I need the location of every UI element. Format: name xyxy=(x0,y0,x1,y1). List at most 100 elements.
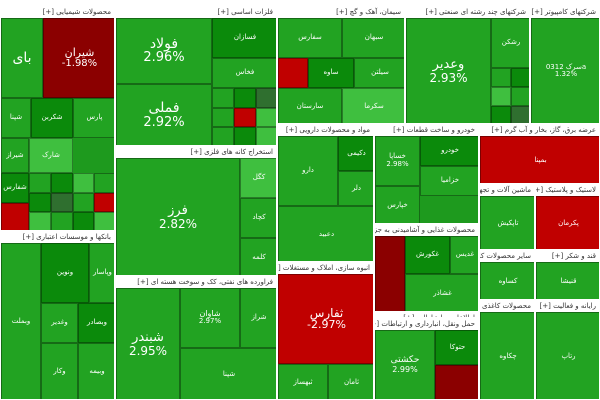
sector-block[interactable]: شرکتهای چند رشته ای صنعتی [+] وعدیر 2.93% ر… xyxy=(405,6,530,124)
sector-block[interactable]: حمل ونقل، انبارداری و ارتباطات [+] حکشتی 2… xyxy=(374,318,479,400)
stock-tile[interactable]: غکورش xyxy=(405,236,450,274)
stock-tile[interactable]: خزامیا xyxy=(420,166,478,196)
stock-cell[interactable] xyxy=(234,88,256,108)
stock-tile[interactable]: حکشتی 2.99% xyxy=(375,330,435,399)
stock-cell[interactable] xyxy=(72,192,95,213)
stock-tile[interactable]: سیلتن xyxy=(354,58,404,88)
sector-block[interactable]: فراورده های نفتی، کک و سوخت هسته ای [+] ش… xyxy=(115,276,277,400)
sector-block[interactable]: ماشین آلات و تجهیزات [+] تاپکیش xyxy=(479,184,535,250)
sector-header[interactable]: اطلاعات و ارتباطات [+] xyxy=(375,313,478,317)
sector-header[interactable]: بانکها و موسسات اعتباری [+] xyxy=(1,232,114,243)
stock-cell[interactable] xyxy=(212,127,234,145)
sector-block[interactable]: خودرو و ساخت قطعات [+] خساپا 2.98% خودرو خزا… xyxy=(374,124,479,224)
stock-tile[interactable]: کچاد xyxy=(240,198,276,238)
stock-cell[interactable] xyxy=(29,173,51,193)
stock-tile[interactable]: شارک xyxy=(29,138,73,173)
stock-tile[interactable]: بمپنا xyxy=(480,136,599,183)
stock-cell[interactable] xyxy=(491,68,511,87)
stock-cell[interactable] xyxy=(29,212,51,230)
sector-block[interactable]: انبوه سازی، املاک و مستغلات [+] ثفارس -2.9… xyxy=(277,262,374,400)
sector-header[interactable]: قند و شکر [+] xyxy=(536,251,599,262)
stock-tile[interactable]: وغدیر xyxy=(41,303,78,343)
stock-tile[interactable]: دلر xyxy=(338,171,373,206)
stock-tile[interactable]: رشکن xyxy=(491,18,529,68)
stock-tile[interactable]: دعبید xyxy=(278,206,373,261)
stock-cell[interactable] xyxy=(29,192,51,213)
stock-tile[interactable]: شبندر 2.95% xyxy=(116,288,180,399)
stock-tile[interactable]: سبهان xyxy=(342,18,404,58)
stock-tile[interactable]: شیراز xyxy=(1,138,29,173)
sector-block[interactable]: فلزات اساسی [+] فولاد 2.96% فملی 2.92% فسازان… xyxy=(115,6,277,146)
stock-cell[interactable] xyxy=(94,192,114,213)
stock-tile[interactable] xyxy=(435,365,478,399)
sector-header[interactable]: محصولات غذایی و آشامیدنی به جز قند و شکر… xyxy=(375,225,478,236)
sector-header[interactable]: رایانه و فعالیت [+] xyxy=(536,301,599,312)
stock-tile[interactable]: رتاپ xyxy=(536,312,599,399)
stock-tile[interactable]: کگل xyxy=(240,158,276,198)
stock-cell[interactable] xyxy=(256,107,276,128)
sector-block[interactable]: محصولات غذایی و آشامیدنی به جز قند و شکر… xyxy=(374,224,479,312)
stock-tile[interactable]: وعدیر 2.93% xyxy=(406,18,491,123)
sector-block[interactable]: محصولات کاغذی [+] چکاوه xyxy=(479,300,535,400)
sector-header[interactable]: سایر محصولات کانی غیرفلزی [+] xyxy=(480,251,534,262)
stock-tile[interactable]: خپارس xyxy=(375,186,420,223)
stock-tile[interactable]: کلمه xyxy=(240,238,276,275)
stock-tile[interactable]: وبیمه xyxy=(78,343,114,399)
stock-tile[interactable]: فولاد 2.96% xyxy=(116,18,212,84)
stock-tile[interactable]: دارو xyxy=(278,136,338,206)
sector-header[interactable]: عرضه برق، گاز، بخار و آب گرم [+] xyxy=(480,125,599,136)
stock-tile[interactable]: ونوین xyxy=(41,243,89,303)
sector-header[interactable]: استخراج کانه های فلزی [+] xyxy=(116,147,276,158)
stock-tile[interactable]: وبصادر xyxy=(78,303,114,343)
sector-block[interactable]: رایانه و فعالیت [+] رتاپ xyxy=(535,300,600,400)
sector-header[interactable]: شرکتهای کامپیوتر [+] xyxy=(531,7,599,18)
stock-cell[interactable] xyxy=(511,87,529,106)
sector-block[interactable]: قند و شکر [+] قنیشا xyxy=(535,250,600,300)
sector-block[interactable]: مواد و محصولات دارویی [+] دارو دکیمی دلر دعب… xyxy=(277,124,374,262)
stock-tile[interactable]: ساوه xyxy=(308,58,354,88)
stock-cell[interactable] xyxy=(491,87,511,106)
sector-header[interactable]: حمل ونقل، انبارداری و ارتباطات [+] xyxy=(375,319,478,330)
stock-tile[interactable]: سرک 0312a 1.32% xyxy=(531,18,599,123)
stock-cell[interactable] xyxy=(72,173,95,193)
stock-tile[interactable]: شفارس xyxy=(1,173,29,203)
stock-tile[interactable]: غشاذر xyxy=(405,274,478,311)
stock-tile[interactable]: وکار xyxy=(41,343,78,399)
stock-tile[interactable]: سارستان xyxy=(278,88,342,123)
stock-tile[interactable]: سکرما xyxy=(342,88,404,123)
sector-header[interactable]: مواد و محصولات دارویی [+] xyxy=(278,125,373,136)
sector-block[interactable]: استخراج کانه های فلزی [+] فرز 2.82% کگل کچاد… xyxy=(115,146,277,276)
sector-header[interactable]: فراورده های نفتی، کک و سوخت هسته ای [+] xyxy=(116,277,276,288)
stock-cell[interactable] xyxy=(256,127,276,145)
stock-cell[interactable] xyxy=(212,88,234,108)
stock-tile[interactable]: حتوکا xyxy=(435,330,478,365)
sector-header[interactable]: شرکتهای چند رشته ای صنعتی [+] xyxy=(406,7,529,18)
stock-cell[interactable] xyxy=(94,212,114,230)
stock-cell[interactable] xyxy=(72,212,95,230)
sector-block[interactable]: سایر محصولات کانی غیرفلزی [+] کساوه xyxy=(479,250,535,300)
stock-tile[interactable]: شاوان 2.97% xyxy=(180,288,240,348)
sector-block[interactable]: اطلاعات و ارتباطات [+] xyxy=(374,312,479,318)
stock-tile[interactable]: شکربن xyxy=(31,98,73,138)
stock-cell[interactable] xyxy=(511,68,529,87)
stock-tile[interactable]: خودرو xyxy=(420,136,478,166)
stock-tile[interactable]: قنیشا xyxy=(536,262,599,299)
stock-tile[interactable]: سفارس xyxy=(278,18,342,58)
sector-header[interactable]: ماشین آلات و تجهیزات [+] xyxy=(480,185,534,196)
stock-tile[interactable]: تاپکیش xyxy=(480,196,534,249)
stock-tile[interactable]: شپنا xyxy=(180,348,276,399)
stock-tile[interactable]: فملی 2.92% xyxy=(116,84,212,145)
sector-block[interactable]: بانکها و موسسات اعتباری [+] وبملت ونوین وپا… xyxy=(0,231,115,400)
stock-tile[interactable]: بای xyxy=(1,18,43,98)
stock-cell[interactable] xyxy=(256,88,276,108)
stock-tile[interactable]: وبملت xyxy=(1,243,41,399)
stock-tile[interactable]: پارس xyxy=(73,98,114,138)
stock-cell[interactable] xyxy=(212,107,234,128)
stock-tile[interactable] xyxy=(278,58,308,88)
sector-header[interactable]: انبوه سازی، املاک و مستغلات [+] xyxy=(278,263,373,274)
sector-block[interactable]: لاستیک و پلاستیک [+] پکرمان xyxy=(535,184,600,250)
stock-tile[interactable]: پکرمان xyxy=(536,196,599,249)
sector-block[interactable]: محصولات شیمیایی [+] شیران -1.98% بای شپنا شکر… xyxy=(0,6,115,231)
sector-header[interactable]: فلزات اساسی [+] xyxy=(116,7,276,18)
sector-header[interactable]: لاستیک و پلاستیک [+] xyxy=(536,185,599,196)
